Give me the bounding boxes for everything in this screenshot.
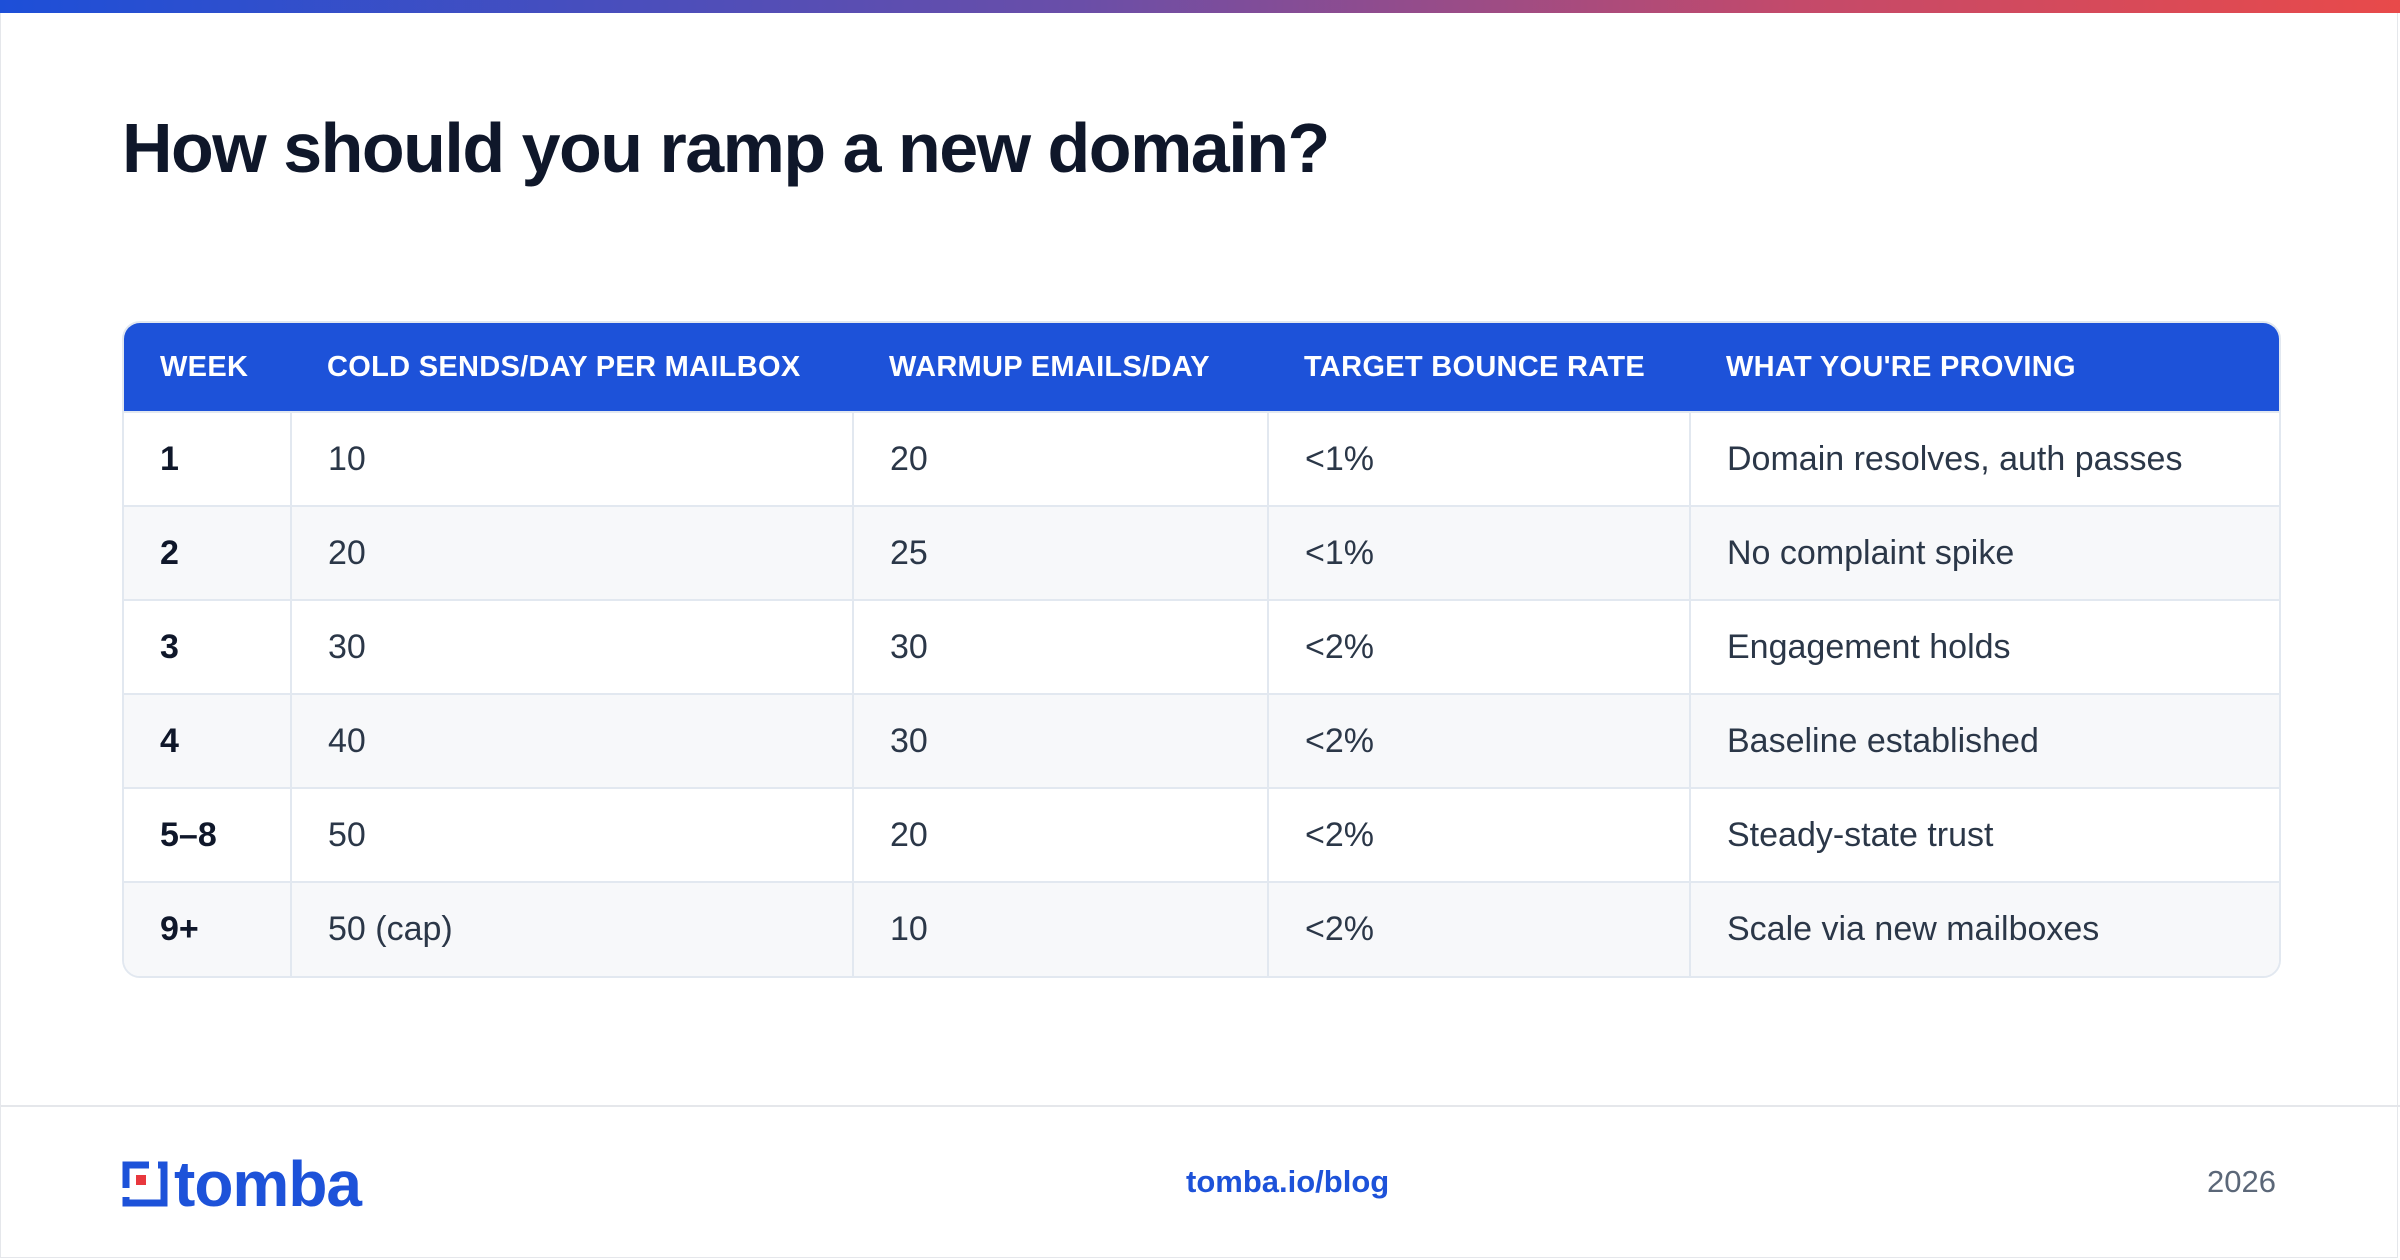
blog-link[interactable]: tomba.io/blog [1186, 1164, 1390, 1199]
cell-cold-sends: 10 [290, 411, 853, 506]
cell-cold-sends: 30 [290, 599, 853, 694]
cell-bounce: <1% [1267, 505, 1690, 600]
cell-warmup: 20 [852, 787, 1268, 882]
cell-week: 1 [124, 411, 291, 506]
cell-warmup: 20 [852, 411, 1268, 506]
cell-proving: Engagement holds [1689, 599, 2279, 694]
table-header-row: WEEK COLD SENDS/DAY PER MAILBOX WARMUP E… [124, 323, 2279, 412]
logo-wordmark: tomba [174, 1148, 362, 1220]
footer-year: 2026 [2207, 1164, 2276, 1199]
header-warmup-emails: WARMUP EMAILS/DAY [889, 350, 1210, 383]
footer-divider [0, 1105, 2400, 1107]
cell-proving: Baseline established [1689, 693, 2279, 788]
cell-proving: Domain resolves, auth passes [1689, 411, 2279, 506]
header-proving: WHAT YOU'RE PROVING [1726, 350, 2076, 383]
header-week: WEEK [160, 350, 249, 383]
table-row: 3 30 30 <2% Engagement holds [124, 599, 2279, 694]
cell-bounce: <2% [1267, 787, 1690, 882]
cell-bounce: <2% [1267, 881, 1690, 976]
table-row: 1 10 20 <1% Domain resolves, auth passes [124, 411, 2279, 506]
header-cold-sends: COLD SENDS/DAY PER MAILBOX [327, 350, 801, 383]
tomba-logo-icon [122, 1161, 168, 1207]
cell-week: 5–8 [124, 787, 291, 882]
table-row: 4 40 30 <2% Baseline established [124, 693, 2279, 788]
cell-week: 4 [124, 693, 291, 788]
cell-warmup: 10 [852, 881, 1268, 976]
header-target-bounce: TARGET BOUNCE RATE [1304, 350, 1646, 383]
tomba-logo[interactable]: tomba [122, 1148, 362, 1220]
table-row: 5–8 50 20 <2% Steady-state trust [124, 787, 2279, 882]
cell-proving: No complaint spike [1689, 505, 2279, 600]
cell-bounce: <2% [1267, 693, 1690, 788]
cell-warmup: 30 [852, 599, 1268, 694]
cell-bounce: <1% [1267, 411, 1690, 506]
cell-warmup: 25 [852, 505, 1268, 600]
cell-cold-sends: 40 [290, 693, 853, 788]
cell-proving: Scale via new mailboxes [1689, 881, 2279, 976]
cell-cold-sends: 50 (cap) [290, 881, 853, 976]
gradient-top-bar [0, 0, 2400, 13]
cell-week: 9+ [124, 881, 291, 976]
cell-week: 3 [124, 599, 291, 694]
cell-warmup: 30 [852, 693, 1268, 788]
cell-cold-sends: 20 [290, 505, 853, 600]
page-title: How should you ramp a new domain? [122, 109, 1330, 187]
cell-bounce: <2% [1267, 599, 1690, 694]
table-row: 2 20 25 <1% No complaint spike [124, 505, 2279, 600]
table-row: 9+ 50 (cap) 10 <2% Scale via new mailbox… [124, 881, 2279, 976]
cell-proving: Steady-state trust [1689, 787, 2279, 882]
ramp-table: WEEK COLD SENDS/DAY PER MAILBOX WARMUP E… [122, 321, 2281, 978]
cell-cold-sends: 50 [290, 787, 853, 882]
cell-week: 2 [124, 505, 291, 600]
